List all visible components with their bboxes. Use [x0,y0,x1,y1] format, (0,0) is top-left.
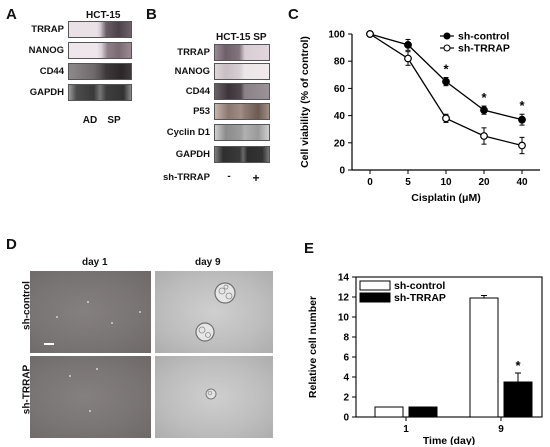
x-tick-label: 5 [405,177,411,188]
x-axis-label: Time (day) [423,435,475,445]
y-tick-label: 2 [343,393,349,404]
panel-b-label-cd44: CD44 [185,86,210,97]
panel-a-title: HCT-15 [86,10,121,21]
x-tick-label: 1 [403,424,409,435]
significance-marker: * [519,98,525,113]
panel-a-label-gapdh: GAPDH [29,87,64,98]
sphere-colony [195,322,215,342]
y-tick-label: 100 [328,30,345,41]
y-tick-label: 12 [338,293,350,304]
data-point-sh-TRRAP [366,30,374,38]
panel-b-label-gapdh: GAPDH [175,149,210,160]
bar-sh-control-9 [469,297,499,418]
panel-a-blot-cd44 [68,63,132,80]
significance-marker: * [481,90,487,105]
y-axis-label: Relative cell number [307,296,319,398]
y-axis-label: Cell viability (% of control) [299,36,311,168]
bar-sh-TRRAP-9 [503,381,533,418]
data-point-sh-TRRAP [442,114,450,123]
legend-label-sh-control: sh-control [458,31,509,43]
y-tick-label: 40 [334,111,346,122]
micrograph-sh-control-day1 [30,271,151,353]
panel-a-lane-ad: AD [82,115,98,126]
legend-label-sh-control: sh-control [394,280,445,292]
panel-a-letter: A [6,6,17,23]
legend-marker [443,44,451,52]
panel-b-blot-p53 [214,103,270,120]
panel-c-letter: C [288,6,299,23]
panel-b-label-p53: P53 [193,106,210,117]
micrograph-sh-control-day9 [155,271,273,353]
scale-bar [44,343,54,345]
data-point-sh-TRRAP [480,132,488,140]
cell-number-bar-chart: 0 2 4 6 8 10 12 14 Relative cell number 1 9 Time (d… [307,273,543,445]
x-tick-label: 20 [478,177,490,188]
x-axis-label: Cisplatin (μM) [411,192,480,204]
data-point-sh-control [404,40,412,49]
bar-sh-TRRAP-1 [408,406,438,418]
y-tick-label: 4 [343,373,349,384]
panel-a-label-cd44: CD44 [39,66,64,77]
legend-label-sh-TRRAP: sh-TRRAP [458,43,510,55]
y-tick-label: 0 [343,413,349,424]
data-point-sh-TRRAP [404,54,412,63]
legend-marker [443,32,451,40]
micrograph-sh-trrap-day9 [155,356,273,438]
y-tick-label: 80 [334,57,346,68]
y-tick-label: 8 [343,333,349,344]
panel-e-letter: E [304,240,315,257]
panel-a-label-trrap: TRRAP [31,24,64,35]
y-tick-label: 0 [339,166,345,177]
panel-b-blot-nanog [214,63,270,80]
x-tick-label: 10 [440,177,452,188]
panel-a-label-nanog: NANOG [28,45,64,56]
panel-d-col-day9: day 9 [195,257,221,268]
panel-b-lane-plus: + [252,171,260,185]
plot-frame [355,276,543,418]
x-tick-label: 0 [367,177,373,188]
panel-b-letter: B [146,6,157,23]
legend-swatch [359,280,391,291]
legend-swatch [359,292,391,303]
significance-marker: * [515,358,521,373]
y-tick-label: 60 [334,84,346,95]
panel-b-treatment-label: sh-TRRAP [163,172,210,183]
y-tick-label: 20 [334,138,346,149]
panel-b-label-cyclin-d1: Cyclin D1 [166,127,210,138]
micrograph-sh-trrap-day1 [30,356,151,438]
significance-marker: * [443,62,449,77]
viability-line-chart: 0 20 40 60 80 100 0 5 10 20 40 Cisplatin (μM) Cell v… [299,30,540,204]
panel-a-blot-nanog [68,42,132,59]
panel-d-col-day1: day 1 [82,257,108,268]
sphere-colony [214,282,236,304]
data-point-sh-control [442,77,450,86]
data-point-sh-control [518,115,526,124]
panel-b-lane-minus: - [227,171,231,182]
panel-a-lane-sp: SP [107,115,121,126]
y-tick-label: 6 [343,353,349,364]
legend-label-sh-TRRAP: sh-TRRAP [394,292,446,304]
y-tick-label: 14 [338,273,350,284]
panel-b-blot-cyclin-d1 [214,124,270,141]
sphere-colony [205,388,217,400]
panel-b-label-trrap: TRRAP [177,47,210,58]
panel-d-letter: D [6,236,17,253]
panel-b-label-nanog: NANOG [174,66,210,77]
panel-a-blot-trrap [68,21,132,38]
bar-sh-control-1 [374,406,404,418]
data-point-sh-control [480,106,488,115]
x-tick-label: 40 [516,177,528,188]
panel-b-title: HCT-15 SP [216,32,267,43]
panel-b-blot-gapdh [214,146,270,163]
y-tick-label: 10 [338,313,350,324]
x-tick-label: 9 [498,424,504,435]
panel-b-blot-cd44 [214,83,270,100]
data-point-sh-TRRAP [518,141,526,150]
panel-b-blot-trrap [214,44,270,61]
panel-a-blot-gapdh [68,84,132,101]
